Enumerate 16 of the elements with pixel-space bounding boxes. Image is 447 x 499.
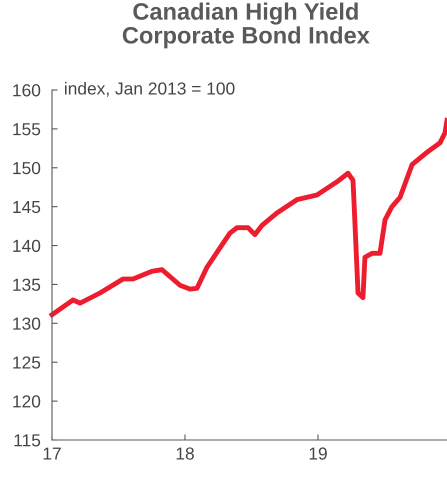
y-tick-label: 135: [13, 278, 40, 291]
y-tick-label: 145: [13, 201, 40, 214]
y-tick-label: 155: [13, 123, 40, 136]
y-axis-title: index, Jan 2013 = 100: [65, 82, 235, 97]
y-tick-label: 120: [13, 395, 40, 408]
x-tick-label: 17: [44, 448, 61, 460]
y-tick-label: 160: [13, 84, 40, 96]
x-tick-label: 18: [176, 447, 194, 460]
line-series: [50, 118, 447, 318]
chart-title: Canadian High Yield Corporate Bond Index: [122, 2, 370, 48]
y-tick-label: 130: [13, 318, 40, 330]
y-tick-label: 140: [13, 240, 40, 252]
x-tick-label: 19: [310, 447, 327, 460]
y-tick-label: 150: [13, 162, 40, 174]
y-tick-label: 125: [13, 356, 40, 369]
y-tick-label: 115: [14, 434, 40, 446]
